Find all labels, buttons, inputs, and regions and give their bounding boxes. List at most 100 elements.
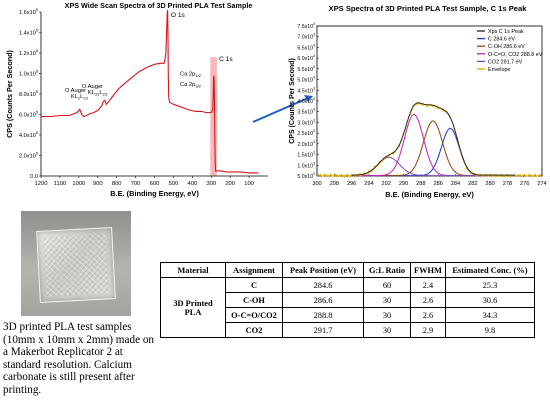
y-tick-label: 6.5x103 <box>297 43 315 51</box>
table-row: C-OH 286.6 30 2.6 30.6 <box>161 292 535 308</box>
material-line-1: 3D Printed <box>173 298 213 308</box>
y-tick-label: 1.0x105 <box>19 69 39 78</box>
x-tick-label: 1000 <box>72 181 85 187</box>
y-tick-label: 0.0 <box>30 174 38 180</box>
y-tick-label: 3.0x103 <box>297 118 315 126</box>
x-tick-label: 274 <box>537 181 546 187</box>
x-tick-label: 282 <box>468 181 477 187</box>
conc-cell: 34.3 <box>444 307 535 323</box>
peak-position-cell: 284.6 <box>282 277 364 293</box>
gl-ratio-cell: 30 <box>363 292 411 308</box>
x-tick-label: 300 <box>312 181 321 187</box>
x-tick-label: 100 <box>244 181 254 187</box>
y-tick-label: 6.0x105 <box>19 110 39 119</box>
x-tick-label: 288 <box>416 181 425 187</box>
x-tick-label: 296 <box>347 181 356 187</box>
y-tick-label: 1.6x105 <box>19 7 39 16</box>
x-tick-label: 400 <box>187 181 197 187</box>
y-tick-label: 6.0x103 <box>297 54 315 62</box>
c1s-highlight-band <box>210 57 217 176</box>
x-tick-label: 290 <box>399 181 408 187</box>
table-row: 3D Printed PLA C 284.6 60 2.4 25.3 <box>160 277 535 338</box>
fwhm-cell: 2.6 <box>410 307 446 323</box>
annotation-label: C 1s <box>219 56 233 63</box>
legend-label: CO2 291.7 eV <box>488 59 523 65</box>
y-axis-label: CPS (Counts Per Second) <box>289 58 296 144</box>
assignment-cell: C <box>225 277 283 293</box>
annotation-label: Ca 2p3/2 <box>180 82 202 89</box>
conc-cell: 25.3 <box>444 277 535 293</box>
y-tick-label: 2.0x105 <box>19 151 39 160</box>
annotation-label: O Auger <box>65 88 86 94</box>
y-tick-label: 1.4x105 <box>19 28 39 37</box>
y-tick-label: 5.0x102 <box>297 172 315 180</box>
y-tick-label: 4.5x103 <box>297 86 315 94</box>
x-tick-label: 500 <box>169 181 179 187</box>
table-header-row: Material Assignment Peak Position (eV) G… <box>160 262 535 278</box>
x-tick-label: 600 <box>150 181 160 187</box>
y-tick-label: 2.5x103 <box>297 129 315 137</box>
x-tick-label: 1100 <box>54 181 66 187</box>
gl-ratio-cell: 60 <box>363 277 411 293</box>
y-tick-label: 1.2x105 <box>19 48 39 57</box>
peak-position-cell: 288.8 <box>282 307 364 323</box>
photo-caption: 3D printed PLA test samples (10mm x 10mm… <box>3 321 155 396</box>
y-tick-label: 2.0x103 <box>297 140 315 148</box>
conc-cell: 9.8 <box>444 322 535 338</box>
x-tick-label: 294 <box>364 181 373 187</box>
x-tick-label: 284 <box>451 181 460 187</box>
header-fwhm: FWHM <box>410 262 446 278</box>
wide-scan-series-line <box>41 9 259 174</box>
envelope-line <box>316 101 542 179</box>
plot-frame <box>316 25 543 177</box>
x-tick-label: 800 <box>112 181 122 187</box>
pla-sample-square <box>36 227 116 303</box>
x-tick-label: 276 <box>520 181 529 187</box>
y-tick-label: 8.0x105 <box>19 89 39 98</box>
x-tick-label: 278 <box>503 181 512 187</box>
gl-ratio-cell: 30 <box>363 307 411 323</box>
conc-cell: 30.6 <box>444 292 535 308</box>
x-tick-label: 900 <box>93 181 103 187</box>
chart-title: XPS Spectra of 3D Printed PLA Test Sampl… <box>329 4 528 13</box>
y-tick-label: 3.5x103 <box>297 108 315 116</box>
assignment-cell: C-OH <box>225 292 283 308</box>
table-row: O-C=O/CO2 288.8 30 2.6 34.3 <box>161 307 535 323</box>
y-tick-label: 4.0x105 <box>19 130 39 139</box>
assignment-cell: O-C=O/CO2 <box>225 307 283 323</box>
annotation-label: KL1L23 <box>71 94 89 101</box>
annotation-label: Ca 2p1/2 <box>180 72 202 79</box>
annotation-label: O Auger <box>82 84 103 90</box>
gl-ratio-cell: 30 <box>363 322 411 338</box>
x-tick-label: 298 <box>330 181 339 187</box>
fwhm-cell: 2.9 <box>410 322 446 338</box>
header-gl-ratio: G:L Ratio <box>363 262 411 278</box>
header-assignment: Assignment <box>225 262 283 278</box>
legend-label: Xps C 1s Peak <box>488 29 524 35</box>
component-peak-line <box>351 156 516 177</box>
x-tick-label: 286 <box>433 181 442 187</box>
legend-label: Envelope <box>488 67 510 73</box>
legend-label: C 284.6 eV <box>488 37 515 43</box>
y-tick-label: 1.0x103 <box>297 161 315 169</box>
y-tick-label: 5.0x103 <box>297 76 315 84</box>
component-peak-line <box>351 127 516 177</box>
chart-title: XPS Wide Scan Spectra of 3D Printed PLA … <box>65 1 253 10</box>
wide-scan-chart: XPS Wide Scan Spectra of 3D Printed PLA … <box>5 1 268 198</box>
y-tick-label: 4.0x103 <box>297 97 315 105</box>
assignment-cell: CO2 <box>225 322 283 338</box>
annotation-label: O 1s <box>171 12 186 19</box>
x-tick-label: 200 <box>225 181 235 187</box>
peak-position-cell: 286.6 <box>282 292 364 308</box>
header-estimated-conc: Estimated Conc. (%) <box>444 262 535 278</box>
x-tick-label: 292 <box>382 181 391 187</box>
y-tick-label: 7.5x103 <box>297 22 315 30</box>
fwhm-cell: 2.4 <box>410 277 446 293</box>
header-material: Material <box>160 262 226 278</box>
measured-peak-line <box>351 102 516 176</box>
legend-label: C-OH 286.6 eV <box>488 44 525 50</box>
material-cell: 3D Printed PLA <box>160 277 226 338</box>
pointer-arrow-head <box>304 95 313 102</box>
material-line-2: PLA <box>184 307 202 317</box>
annotation-label: KL23L23 <box>88 90 108 97</box>
